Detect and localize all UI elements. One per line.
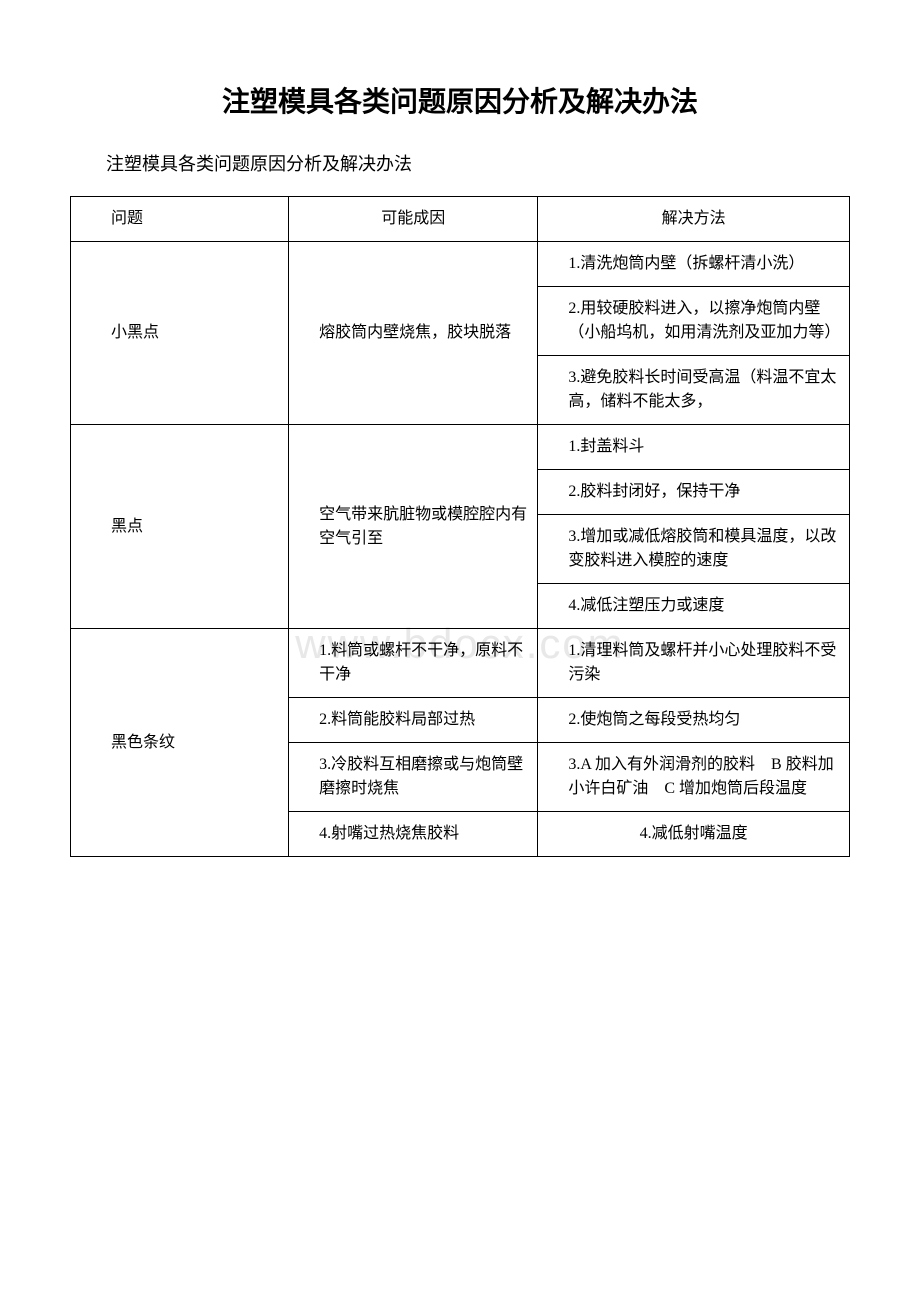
solution-cell: 3.增加或减低熔胶筒和模具温度，以改变胶料进入模腔的速度: [538, 515, 850, 584]
solution-cell: 1.清洗炮筒内壁（拆螺杆清小洗）: [538, 242, 850, 287]
cause-cell: 4.射嘴过热烧焦胶料: [289, 812, 538, 857]
solution-cell: 4.减低射嘴温度: [538, 812, 850, 857]
table-row: 小黑点 熔胶筒内壁烧焦，胶块脱落 1.清洗炮筒内壁（拆螺杆清小洗）: [71, 242, 850, 287]
header-solution: 解决方法: [538, 197, 850, 242]
header-cause: 可能成因: [289, 197, 538, 242]
page-subtitle: 注塑模具各类问题原因分析及解决办法: [70, 150, 850, 176]
table-header-row: 问题 可能成因 解决方法: [71, 197, 850, 242]
page-title: 注塑模具各类问题原因分析及解决办法: [70, 80, 850, 120]
solution-cell: 3.A 加入有外润滑剂的胶料 B 胶料加小许白矿油 C 增加炮筒后段温度: [538, 743, 850, 812]
problem-cell: 小黑点: [71, 242, 289, 425]
solution-cell: 1.封盖料斗: [538, 425, 850, 470]
solution-cell: 2.胶料封闭好，保持干净: [538, 470, 850, 515]
table-row: 黑色条纹 1.料筒或螺杆不干净，原料不干净 1.清理料筒及螺杆并小心处理胶料不受…: [71, 629, 850, 698]
problem-cell: 黑色条纹: [71, 629, 289, 857]
header-problem: 问题: [71, 197, 289, 242]
cause-cell: 熔胶筒内壁烧焦，胶块脱落: [289, 242, 538, 425]
solution-cell: 4.减低注塑压力或速度: [538, 584, 850, 629]
table-row: 黑点 空气带来肮脏物或模腔腔内有空气引至 1.封盖料斗: [71, 425, 850, 470]
analysis-table: 问题 可能成因 解决方法 小黑点 熔胶筒内壁烧焦，胶块脱落 1.清洗炮筒内壁（拆…: [70, 196, 850, 857]
cause-cell: 空气带来肮脏物或模腔腔内有空气引至: [289, 425, 538, 629]
cause-cell: 1.料筒或螺杆不干净，原料不干净: [289, 629, 538, 698]
solution-cell: 3.避免胶料长时间受高温（料温不宜太高，储料不能太多，: [538, 356, 850, 425]
solution-cell: 2.使炮筒之每段受热均匀: [538, 698, 850, 743]
cause-cell: 2.料筒能胶料局部过热: [289, 698, 538, 743]
solution-cell: 2.用较硬胶料进入，以擦净炮筒内壁（小船坞机，如用清洗剂及亚加力等）: [538, 287, 850, 356]
solution-cell: 1.清理料筒及螺杆并小心处理胶料不受污染: [538, 629, 850, 698]
cause-cell: 3.冷胶料互相磨擦或与炮筒壁磨擦时烧焦: [289, 743, 538, 812]
problem-cell: 黑点: [71, 425, 289, 629]
